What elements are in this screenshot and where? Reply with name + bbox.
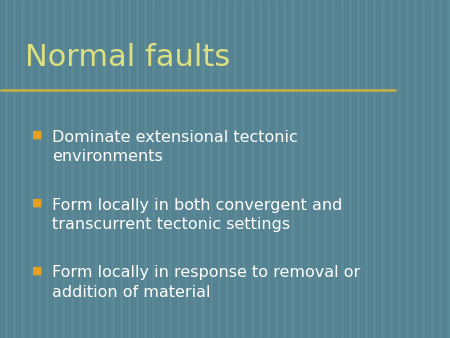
Bar: [442, 0, 446, 338]
Bar: [319, 0, 323, 338]
Bar: [180, 0, 184, 338]
Bar: [229, 0, 233, 338]
Bar: [196, 0, 200, 338]
Bar: [147, 0, 151, 338]
Bar: [311, 0, 315, 338]
Bar: [286, 0, 290, 338]
Bar: [131, 0, 135, 338]
Bar: [49, 0, 53, 338]
Bar: [434, 0, 438, 338]
Text: Dominate extensional tectonic
environments: Dominate extensional tectonic environmen…: [52, 130, 297, 164]
Bar: [327, 0, 331, 338]
Bar: [172, 0, 176, 338]
Bar: [155, 0, 160, 338]
Bar: [401, 0, 405, 338]
Bar: [74, 0, 78, 338]
Text: ■: ■: [32, 198, 42, 208]
Bar: [335, 0, 340, 338]
Bar: [352, 0, 356, 338]
Bar: [270, 0, 274, 338]
Bar: [139, 0, 143, 338]
Bar: [376, 0, 380, 338]
Bar: [368, 0, 372, 338]
Bar: [8, 0, 12, 338]
Bar: [82, 0, 86, 338]
Bar: [417, 0, 421, 338]
Bar: [245, 0, 250, 338]
Bar: [344, 0, 348, 338]
Bar: [164, 0, 168, 338]
Bar: [57, 0, 61, 338]
Bar: [213, 0, 217, 338]
Bar: [16, 0, 20, 338]
Text: ■: ■: [32, 265, 42, 275]
Text: Form locally in response to removal or
addition of material: Form locally in response to removal or a…: [52, 265, 360, 299]
Bar: [409, 0, 413, 338]
Bar: [188, 0, 192, 338]
Bar: [254, 0, 258, 338]
Text: Form locally in both convergent and
transcurrent tectonic settings: Form locally in both convergent and tran…: [52, 198, 342, 232]
Bar: [262, 0, 266, 338]
Bar: [106, 0, 110, 338]
Bar: [123, 0, 127, 338]
Bar: [393, 0, 397, 338]
Bar: [33, 0, 37, 338]
Bar: [41, 0, 45, 338]
Bar: [90, 0, 94, 338]
Bar: [115, 0, 119, 338]
Bar: [278, 0, 282, 338]
Bar: [360, 0, 364, 338]
Bar: [425, 0, 430, 338]
Bar: [295, 0, 299, 338]
Text: ■: ■: [32, 130, 42, 140]
Bar: [0, 0, 4, 338]
Bar: [65, 0, 70, 338]
Text: Normal faults: Normal faults: [25, 43, 230, 72]
Bar: [385, 0, 389, 338]
Bar: [205, 0, 209, 338]
Bar: [98, 0, 102, 338]
Bar: [25, 0, 29, 338]
Bar: [221, 0, 225, 338]
Bar: [303, 0, 307, 338]
Bar: [237, 0, 241, 338]
